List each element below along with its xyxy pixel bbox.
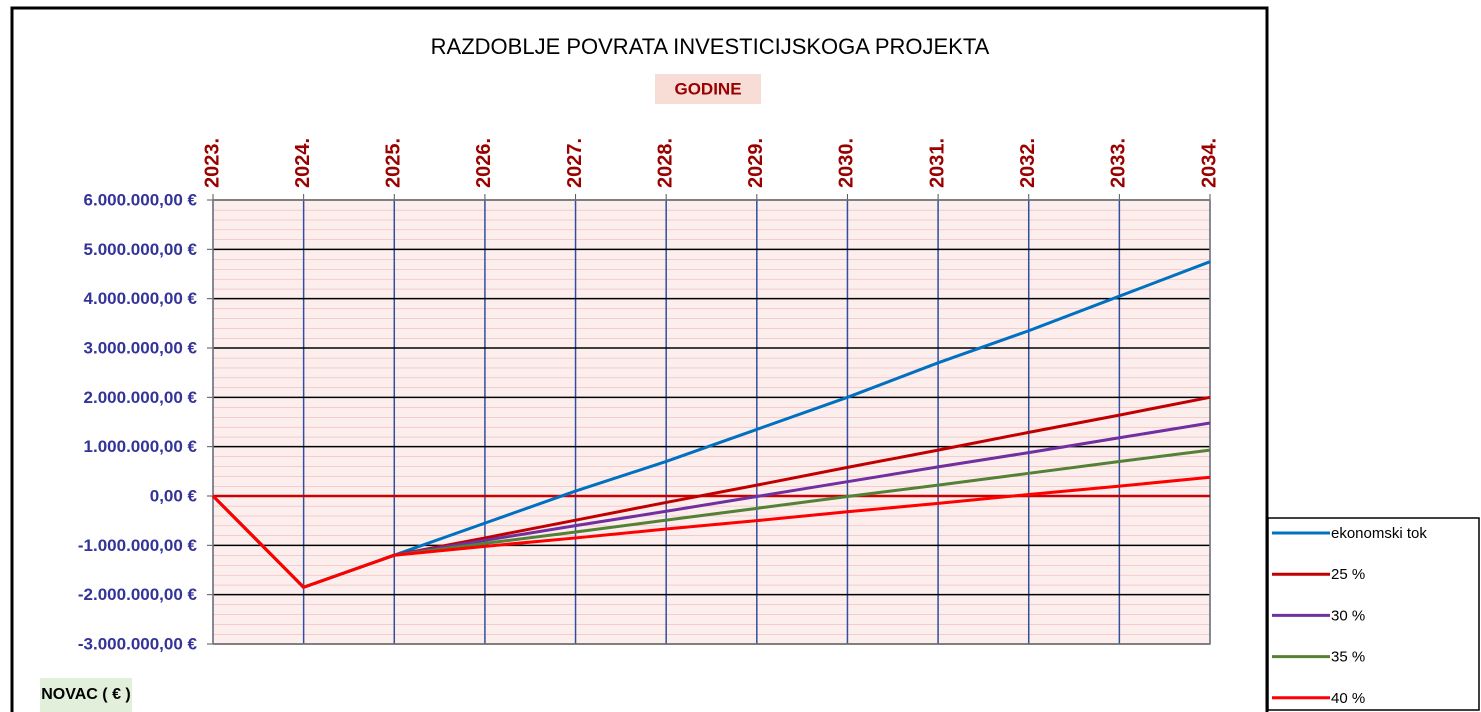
legend-label: ekonomski tok [1331,525,1427,542]
legend-label: 30 % [1331,607,1365,624]
legend-label: 25 % [1331,566,1365,583]
legend-label: 35 % [1331,649,1365,666]
x-tick-label: 2032. [1017,138,1039,188]
plot-border [212,199,1211,645]
x-tick-label: 2031. [926,138,948,188]
y-tick-label: -2.000.000,00 € [78,585,198,604]
y-tick-label: -1.000.000,00 € [78,536,198,555]
x-tick-label: 2030. [836,138,858,188]
plot-area [213,200,1210,644]
x-label-box [655,74,761,104]
y-tick-label: 2.000.000,00 € [84,388,198,407]
series-line [211,475,1211,589]
chart-title: RAZDOBLJE POVRATA INVESTICIJSKOGA PROJEK… [431,34,990,59]
x-tick-label: 2024. [292,138,314,188]
y-label-box [40,678,132,712]
y-tick-label: 1.000.000,00 € [84,437,198,456]
x-tick-label: 2033. [1108,138,1130,188]
y-tick-label: -3.000.000,00 € [78,634,198,653]
y-tick-label: 6.000.000,00 € [84,190,198,209]
x-tick-label: 2026. [473,138,495,188]
y-tick-label: 4.000.000,00 € [84,289,198,308]
y-tick-label: 3.000.000,00 € [84,338,198,357]
x-tick-label: 2027. [564,138,586,188]
y-tick-label: 0,00 € [150,486,198,505]
x-tick-label: 2028. [654,138,676,188]
legend-box [1267,517,1480,711]
y-tick-label: 5.000.000,00 € [84,240,198,259]
x-tick-label: 2025. [383,138,405,188]
x-tick-label: 2023. [201,138,223,188]
x-tick-label: 2029. [745,138,767,188]
x-tick-label: 2034. [1198,138,1220,188]
legend-label: 40 % [1331,690,1365,707]
x-axis-title: GODINE [674,79,741,98]
y-axis-title: NOVAC ( € ) [41,686,130,703]
